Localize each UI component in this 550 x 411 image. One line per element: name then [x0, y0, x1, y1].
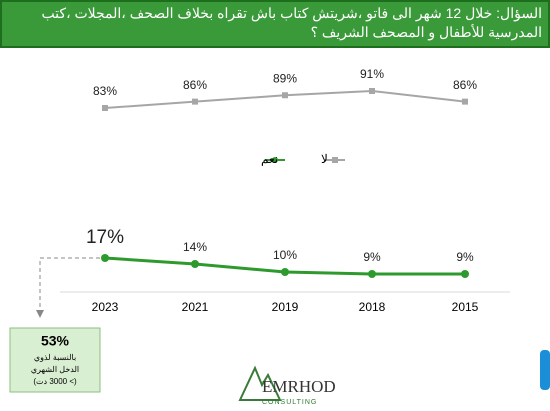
- point: [101, 254, 109, 262]
- point: [191, 260, 199, 268]
- data-label: 86%: [453, 78, 477, 92]
- note-value: 53%: [41, 333, 70, 349]
- point: [369, 88, 375, 94]
- data-label: 91%: [360, 67, 384, 81]
- legend-label: لا: [321, 152, 328, 166]
- x-tick-label: 2019: [272, 300, 299, 314]
- data-label: 89%: [273, 71, 297, 85]
- side-icon: [540, 350, 550, 390]
- legend-marker: [332, 157, 338, 163]
- question-header: السؤال: خلال 12 شهر الى فاتو ،شريتش كتاب…: [0, 0, 550, 48]
- arrow: [36, 310, 44, 318]
- legend-marker: [272, 157, 278, 163]
- note-box: [9, 327, 101, 393]
- data-label: 9%: [456, 250, 474, 264]
- x-tick-label: 2018: [359, 300, 386, 314]
- data-label: 83%: [93, 84, 117, 98]
- data-label: 9%: [363, 250, 381, 264]
- point: [281, 268, 289, 276]
- point: [282, 92, 288, 99]
- data-label: 17%: [86, 227, 124, 248]
- x-tick-label: 2021: [182, 300, 209, 314]
- point: [462, 98, 468, 105]
- data-label: 14%: [183, 240, 207, 254]
- point: [192, 98, 198, 105]
- x-tick-label: 2015: [452, 300, 479, 314]
- data-label: 86%: [183, 78, 207, 92]
- legend-label: نعم: [261, 152, 278, 166]
- logo-name: EMRHOD: [262, 377, 336, 396]
- point: [461, 270, 469, 278]
- connector: [39, 257, 100, 312]
- note-line: بالنسبة لذوي: [34, 353, 76, 362]
- x-tick-label: 2023: [92, 300, 119, 314]
- point: [368, 270, 376, 278]
- data-label: 10%: [273, 248, 297, 262]
- point: [102, 105, 108, 111]
- logo-tagline: CONSULTING: [262, 399, 317, 406]
- logo-mark: [238, 365, 282, 401]
- note-line: الدخل الشهري: [31, 365, 79, 374]
- note-line: (> 3000 دت): [33, 377, 77, 386]
